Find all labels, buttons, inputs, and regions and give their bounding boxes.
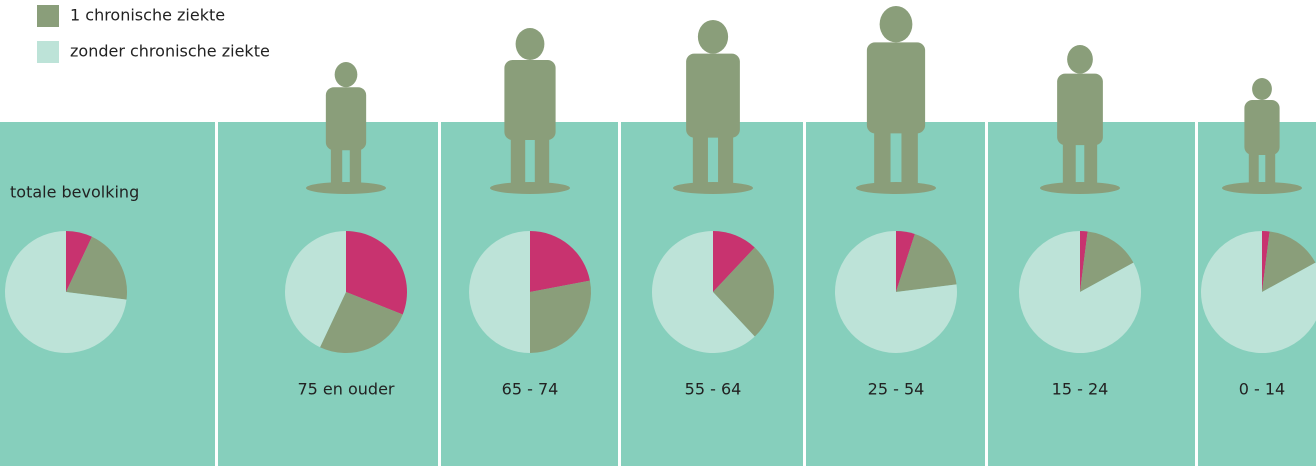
chart-title: 0 - 14 — [1239, 380, 1285, 399]
chart-title: 25 - 54 — [868, 380, 925, 399]
shadow — [1222, 182, 1302, 194]
leg — [349, 143, 362, 188]
chart-title: 15 - 24 — [1052, 380, 1109, 399]
chart-title: 55 - 64 — [685, 380, 742, 399]
leg — [901, 124, 918, 188]
separator — [1195, 122, 1198, 466]
pie-slice — [896, 231, 915, 292]
pie-slice — [652, 231, 755, 353]
leg — [1265, 149, 1276, 188]
body — [686, 53, 740, 138]
pie-slice — [530, 231, 590, 292]
leg — [510, 132, 526, 188]
chart-title: 65 - 74 — [502, 380, 559, 399]
person-illustration — [856, 6, 936, 194]
legend-label: 1 chronische ziekte — [70, 6, 225, 25]
chart-title: totale bevolking — [10, 183, 139, 202]
pie-slice — [1018, 231, 1141, 353]
pie-slice — [1201, 231, 1316, 353]
person-illustration — [673, 20, 753, 194]
person-illustration — [490, 28, 570, 194]
leg — [330, 143, 343, 188]
separator — [438, 122, 441, 466]
head — [697, 20, 729, 54]
pie-slice — [66, 231, 92, 292]
person-illustration — [1222, 78, 1302, 194]
person-illustration — [306, 62, 386, 194]
shadow — [856, 182, 936, 194]
head — [1067, 45, 1093, 74]
shadow — [1040, 182, 1120, 194]
body — [866, 42, 926, 134]
leg — [692, 129, 708, 188]
head — [879, 6, 913, 43]
pie-slice — [1080, 231, 1134, 292]
separator — [215, 122, 218, 466]
separator — [618, 122, 621, 466]
pie-slice — [469, 231, 530, 353]
legend-label: zonder chronische ziekte — [70, 42, 270, 61]
leg — [1062, 137, 1076, 188]
legend-swatch — [37, 41, 59, 63]
pie-slice — [4, 231, 127, 353]
head — [515, 28, 545, 60]
pie-slice — [66, 236, 127, 300]
leg — [1248, 149, 1259, 188]
pie-slice — [320, 292, 403, 354]
chart-title: 75 en ouder — [297, 380, 394, 399]
leg — [534, 132, 550, 188]
shadow — [490, 182, 570, 194]
body — [325, 87, 367, 151]
leg — [1084, 137, 1098, 188]
body — [1057, 73, 1103, 146]
leg — [874, 124, 891, 188]
pie-slice — [346, 231, 407, 315]
pie-slice — [1080, 231, 1088, 292]
pie-slice — [285, 231, 346, 348]
head — [334, 62, 358, 88]
legend-swatch — [37, 5, 59, 27]
leg — [718, 129, 734, 188]
pie-slice — [1262, 231, 1316, 292]
pie-slice — [713, 247, 774, 337]
pie-slice — [896, 233, 957, 292]
shadow — [306, 182, 386, 194]
person-illustration — [1040, 45, 1120, 194]
body — [1244, 100, 1280, 155]
pie-slice — [1262, 231, 1270, 292]
pie-slice — [530, 280, 591, 353]
head — [1252, 78, 1272, 100]
shadow — [673, 182, 753, 194]
body — [504, 60, 556, 140]
separator — [985, 122, 988, 466]
pie-slice — [835, 231, 957, 353]
separator — [803, 122, 806, 466]
pie-slice — [713, 231, 755, 292]
